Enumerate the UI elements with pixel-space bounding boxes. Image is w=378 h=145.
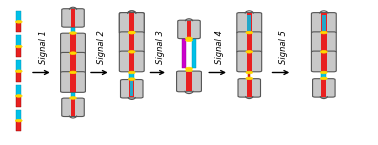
Bar xyxy=(248,73,251,78)
FancyBboxPatch shape xyxy=(119,51,144,72)
Circle shape xyxy=(321,77,327,80)
Bar xyxy=(130,81,133,96)
Bar xyxy=(16,23,21,32)
Bar xyxy=(247,14,251,31)
FancyBboxPatch shape xyxy=(178,20,200,39)
Bar xyxy=(16,110,21,120)
Bar xyxy=(16,72,21,82)
Circle shape xyxy=(15,45,22,48)
FancyBboxPatch shape xyxy=(237,13,262,33)
Bar xyxy=(247,79,252,97)
Bar xyxy=(70,72,76,92)
Circle shape xyxy=(15,119,22,122)
Bar xyxy=(321,73,326,78)
FancyBboxPatch shape xyxy=(62,9,84,27)
Circle shape xyxy=(186,67,192,70)
Bar xyxy=(129,80,134,97)
Circle shape xyxy=(321,31,327,34)
FancyBboxPatch shape xyxy=(62,98,84,117)
Bar xyxy=(321,13,327,33)
FancyBboxPatch shape xyxy=(121,80,143,98)
Circle shape xyxy=(321,71,327,74)
FancyBboxPatch shape xyxy=(177,71,201,92)
Circle shape xyxy=(246,50,253,53)
Circle shape xyxy=(70,32,76,34)
Bar xyxy=(186,72,192,91)
Bar xyxy=(129,32,135,52)
Bar xyxy=(246,32,252,52)
FancyBboxPatch shape xyxy=(119,13,144,33)
Circle shape xyxy=(70,97,76,99)
Bar xyxy=(129,52,135,71)
Bar xyxy=(16,35,21,46)
FancyBboxPatch shape xyxy=(60,33,85,54)
Bar xyxy=(71,99,76,116)
Circle shape xyxy=(246,77,253,80)
Bar xyxy=(71,26,76,32)
Bar xyxy=(187,21,191,38)
Bar xyxy=(129,13,135,33)
Bar xyxy=(16,121,21,131)
Bar xyxy=(321,79,326,97)
Bar xyxy=(129,73,134,79)
Circle shape xyxy=(186,69,192,72)
FancyBboxPatch shape xyxy=(60,52,85,73)
Bar xyxy=(16,60,21,70)
Text: Signal 3: Signal 3 xyxy=(155,30,164,64)
Circle shape xyxy=(129,31,135,34)
FancyBboxPatch shape xyxy=(119,32,144,52)
FancyBboxPatch shape xyxy=(60,72,85,92)
Circle shape xyxy=(186,39,192,41)
FancyBboxPatch shape xyxy=(238,79,260,97)
FancyBboxPatch shape xyxy=(237,51,262,72)
Bar xyxy=(71,9,76,27)
Bar xyxy=(71,92,76,97)
FancyBboxPatch shape xyxy=(311,32,336,52)
Bar xyxy=(322,14,326,31)
Bar xyxy=(129,13,135,33)
Circle shape xyxy=(246,31,253,34)
Text: Signal 1: Signal 1 xyxy=(39,30,48,64)
Text: Signal 5: Signal 5 xyxy=(279,30,288,64)
FancyBboxPatch shape xyxy=(311,51,336,72)
Bar xyxy=(246,52,252,71)
Circle shape xyxy=(15,70,22,72)
Text: Signal 4: Signal 4 xyxy=(215,30,225,64)
Bar xyxy=(321,52,327,71)
FancyBboxPatch shape xyxy=(313,79,335,97)
Circle shape xyxy=(321,50,327,53)
Bar xyxy=(16,97,21,107)
FancyBboxPatch shape xyxy=(311,13,336,33)
Circle shape xyxy=(129,78,135,80)
Circle shape xyxy=(15,95,22,97)
Circle shape xyxy=(129,50,135,53)
Circle shape xyxy=(129,31,135,34)
FancyBboxPatch shape xyxy=(119,13,144,33)
Bar xyxy=(16,11,21,21)
FancyBboxPatch shape xyxy=(237,32,262,52)
Circle shape xyxy=(246,71,253,74)
Bar xyxy=(16,47,21,57)
Bar xyxy=(246,13,252,33)
Circle shape xyxy=(70,52,76,54)
Circle shape xyxy=(70,71,76,74)
Circle shape xyxy=(129,71,135,74)
Bar xyxy=(16,85,21,95)
Bar xyxy=(192,39,196,68)
Circle shape xyxy=(15,21,22,23)
Bar xyxy=(321,32,327,52)
Bar xyxy=(182,39,186,68)
Text: Signal 2: Signal 2 xyxy=(97,30,106,64)
Bar xyxy=(70,53,76,72)
Bar xyxy=(70,34,76,53)
Circle shape xyxy=(186,37,192,40)
